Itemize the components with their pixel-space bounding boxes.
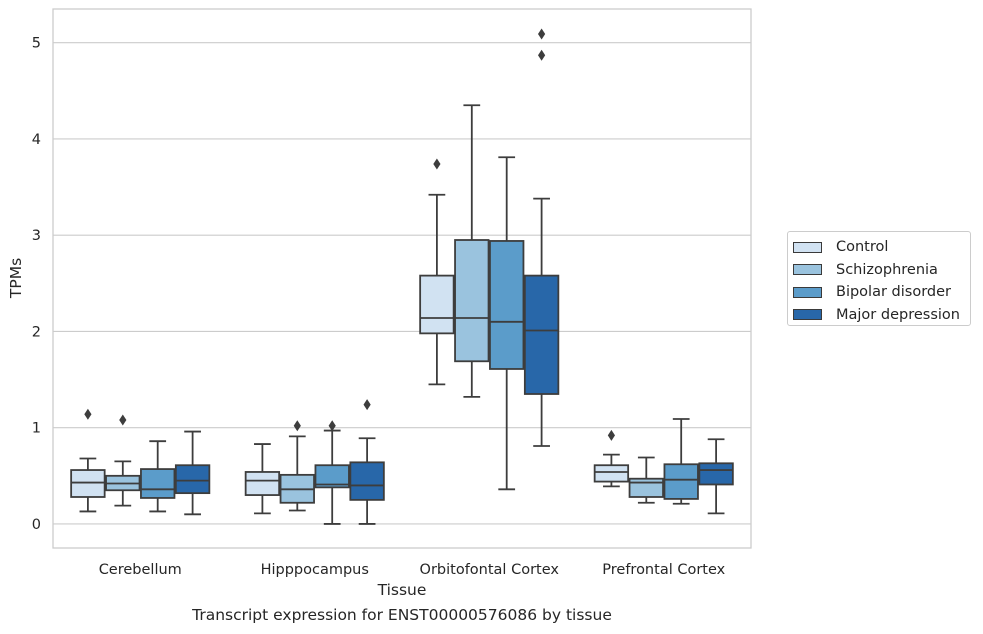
y-tick-label-1: 1 xyxy=(32,421,41,437)
box-cerebellum-bipolar-disorder xyxy=(140,440,176,513)
y-tick-labels: 0 1 2 3 4 5 xyxy=(32,36,41,533)
box-prefrontal-cortex-schizophrenia xyxy=(628,456,664,504)
outlier-orbitofontal-cortex-major-depression-1 xyxy=(538,28,546,40)
box-body-prefrontal-cortex-control xyxy=(593,464,630,483)
box-body-prefrontal-cortex-major-depression xyxy=(698,462,734,486)
box-body-orbitofontal-cortex-bipolar-disorder xyxy=(489,240,525,370)
box-body-prefrontal-cortex-bipolar-disorder xyxy=(663,463,699,500)
legend-item-bipolar-disorder: Bipolar disorder xyxy=(793,281,970,304)
x-tick-label-cerebellum: Cerebellum xyxy=(99,562,182,578)
x-tick-labels: Cerebellum Hipppocampus Orbitofontal Corte… xyxy=(99,562,726,578)
x-tick-label-orbitofontal-cortex: Orbitofontal Cortex xyxy=(420,562,560,578)
outlier-orbitofontal-cortex-control-0 xyxy=(433,158,441,170)
x-axis-label: Tissue xyxy=(377,581,427,599)
box-cerebellum-control xyxy=(70,408,106,513)
box-orbitofontal-cortex-schizophrenia xyxy=(454,104,490,398)
y-tick-label-2: 2 xyxy=(32,324,41,340)
legend-label-schizophrenia: Schizophrenia xyxy=(836,261,938,278)
grid-lines xyxy=(53,42,751,525)
y-tick-label-5: 5 xyxy=(32,36,41,52)
box-cerebellum-schizophrenia xyxy=(105,414,141,507)
box-orbitofontal-cortex-bipolar-disorder xyxy=(489,156,525,491)
plot-area-frame xyxy=(52,8,752,549)
box-body-cerebellum-major-depression xyxy=(174,464,211,495)
box-body-hipppocampus-control xyxy=(244,471,281,496)
box-body-hipppocampus-major-depression xyxy=(349,461,385,501)
y-tick-label-0: 0 xyxy=(32,517,41,533)
outlier-cerebellum-control-0 xyxy=(84,408,92,420)
box-body-hipppocampus-bipolar-disorder xyxy=(314,464,350,489)
legend-label-control: Control xyxy=(836,239,889,256)
legend-item-control: Control xyxy=(793,236,970,259)
box-orbitofontal-cortex-control xyxy=(419,158,455,386)
outlier-hipppocampus-bipolar-disorder-0 xyxy=(328,420,336,432)
x-tick-label-hipppocampus: Hipppocampus xyxy=(261,562,369,578)
legend-swatch-schizophrenia xyxy=(793,264,822,276)
box-body-cerebellum-bipolar-disorder xyxy=(140,468,176,499)
y-axis-label: TPMs xyxy=(7,258,25,299)
outlier-hipppocampus-schizophrenia-0 xyxy=(293,420,301,432)
box-body-prefrontal-cortex-schizophrenia xyxy=(628,477,664,498)
box-prefrontal-cortex-control xyxy=(593,429,630,488)
box-body-orbitofontal-cortex-schizophrenia xyxy=(454,239,490,363)
box-body-orbitofontal-cortex-control xyxy=(419,274,455,335)
box-body-orbitofontal-cortex-major-depression xyxy=(523,274,560,395)
legend-swatch-control xyxy=(793,241,822,253)
box-body-cerebellum-control xyxy=(70,469,106,498)
chart-caption: Transcript expression for ENST0000057608… xyxy=(192,606,612,624)
box-hipppocampus-schizophrenia xyxy=(279,420,315,512)
box-prefrontal-cortex-major-depression xyxy=(698,438,734,515)
outlier-prefrontal-cortex-control-0 xyxy=(607,429,615,441)
x-tick-label-prefrontal-cortex: Prefrontal Cortex xyxy=(602,562,725,578)
box-hipppocampus-major-depression xyxy=(349,399,385,525)
outlier-orbitofontal-cortex-major-depression-0 xyxy=(538,49,546,61)
box-hipppocampus-control xyxy=(244,443,281,515)
y-tick-label-4: 4 xyxy=(32,132,41,148)
outlier-cerebellum-schizophrenia-0 xyxy=(119,414,127,426)
legend-swatch-bipolar-disorder xyxy=(793,286,822,298)
y-tick-label-3: 3 xyxy=(32,228,41,244)
box-plot-series xyxy=(70,28,734,525)
box-cerebellum-major-depression xyxy=(174,430,211,516)
legend-swatch-major-depression xyxy=(793,309,822,321)
box-hipppocampus-bipolar-disorder xyxy=(314,420,350,525)
box-orbitofontal-cortex-major-depression xyxy=(523,28,560,447)
outlier-hipppocampus-major-depression-0 xyxy=(363,399,371,411)
box-prefrontal-cortex-bipolar-disorder xyxy=(663,418,699,505)
legend-item-major-depression: Major depression xyxy=(793,304,970,327)
legend-item-schizophrenia: Schizophrenia xyxy=(793,259,970,282)
legend-label-bipolar-disorder: Bipolar disorder xyxy=(836,284,951,301)
legend: Control Schizophrenia Bipolar disorder M… xyxy=(787,231,971,326)
legend-label-major-depression: Major depression xyxy=(836,306,960,323)
